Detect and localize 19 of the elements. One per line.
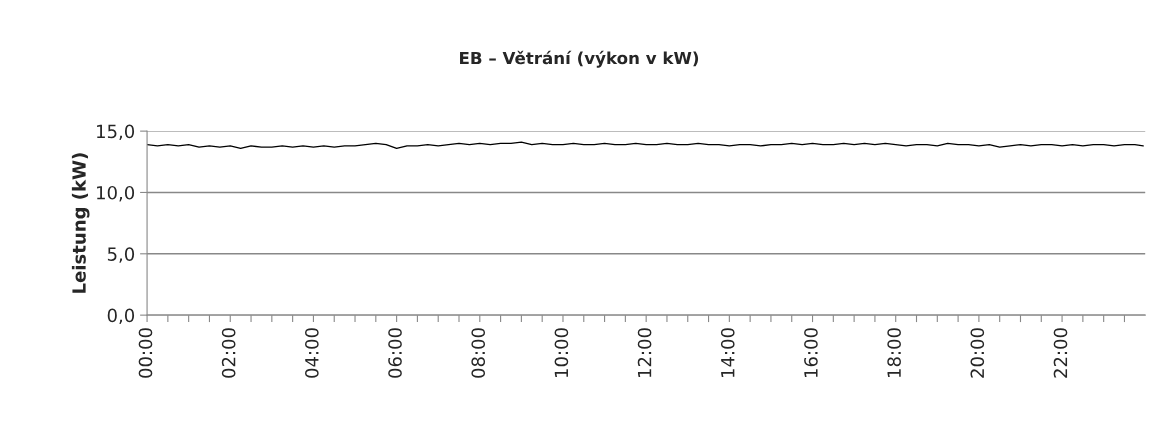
x-tick-label: 14:00 xyxy=(720,328,735,377)
x-tick-label: 02:00 xyxy=(221,328,236,378)
chart-title: EB – Větrání (výkon v kW) xyxy=(460,50,699,68)
x-tick-label: 08:00 xyxy=(471,328,486,378)
x-tick-label: 06:00 xyxy=(388,328,402,378)
y-tick-label: 15,0 xyxy=(97,124,135,141)
y-tick-label: 0,0 xyxy=(107,308,135,325)
x-tick-label: 10:00 xyxy=(554,328,569,377)
x-tick-label: 04:00 xyxy=(305,328,319,378)
x-tick-label: 00:00 xyxy=(138,328,153,378)
x-tick-label: 20:00 xyxy=(970,328,985,378)
line-series xyxy=(147,141,1144,149)
x-tick-label: 16:00 xyxy=(804,328,818,377)
y-tick-label: 5,0 xyxy=(107,247,135,263)
y-axis-title: Leistung (kW) xyxy=(71,153,90,293)
x-tick-label: 18:00 xyxy=(887,328,901,377)
x-tick-label: 22:00 xyxy=(1053,328,1068,378)
y-tick-label: 10,0 xyxy=(97,185,135,202)
x-tick-label: 12:00 xyxy=(637,328,652,377)
